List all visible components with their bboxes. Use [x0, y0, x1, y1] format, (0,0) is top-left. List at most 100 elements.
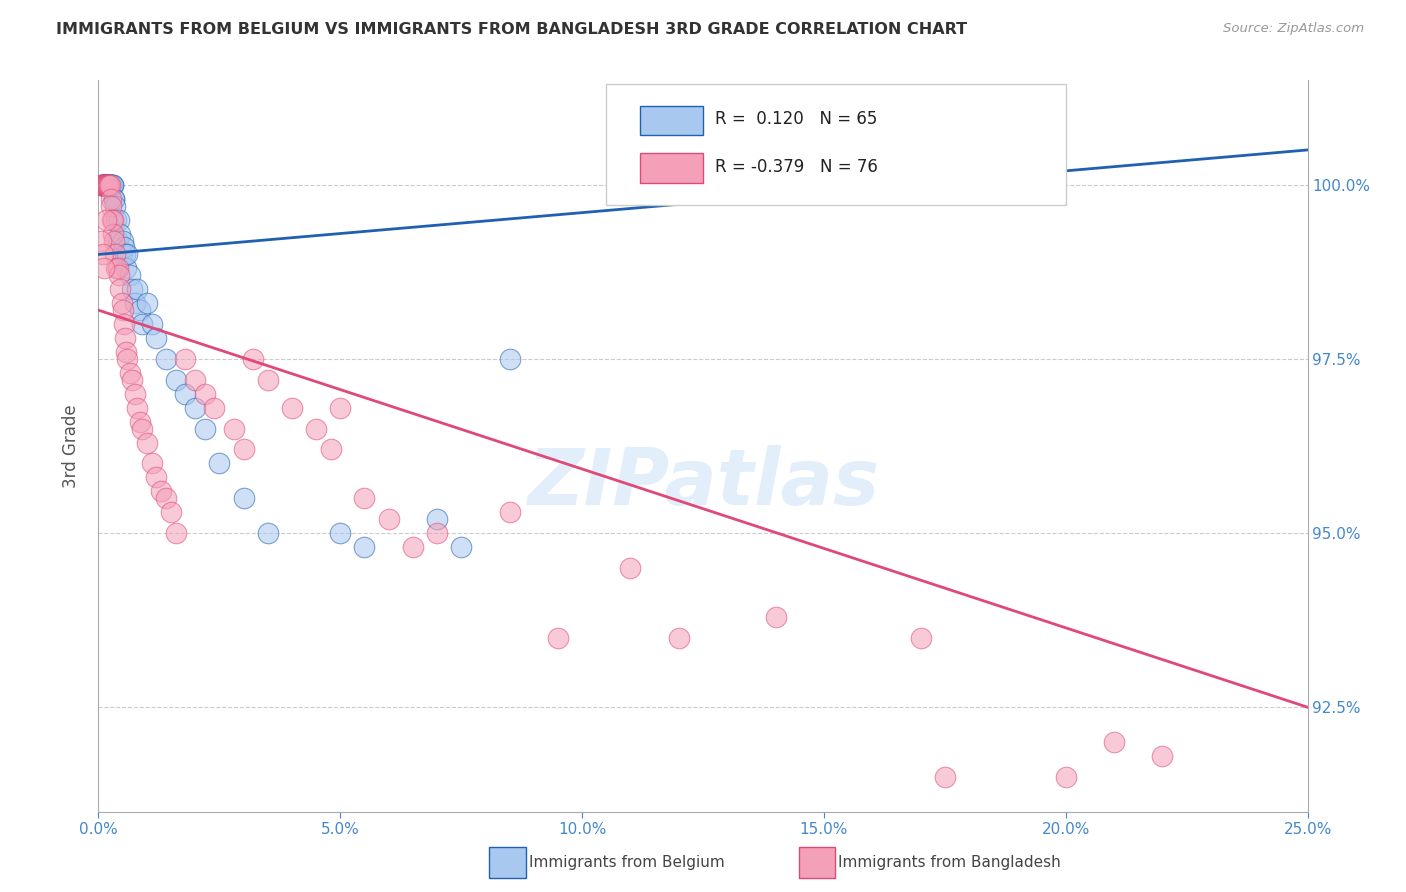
Point: [112, 240, 135, 254]
Point: [90, 178, 112, 192]
Point: [910, 631, 932, 645]
Point: [91, 178, 114, 192]
Point: [97, 178, 120, 192]
Point: [93, 178, 115, 192]
Point: [127, 282, 149, 296]
Point: [101, 212, 124, 227]
Point: [329, 526, 352, 541]
Point: [90, 234, 112, 248]
Point: [121, 282, 143, 296]
Point: [155, 351, 177, 366]
FancyBboxPatch shape: [640, 106, 703, 136]
Point: [96, 178, 118, 192]
Point: [319, 442, 342, 457]
Point: [101, 212, 124, 227]
Point: [104, 247, 127, 261]
Point: [98, 178, 121, 192]
Point: [141, 317, 163, 331]
Point: [111, 247, 134, 261]
Point: [103, 234, 125, 248]
Point: [353, 491, 375, 506]
Point: [498, 351, 520, 366]
Point: [93, 178, 115, 192]
Point: [90, 178, 112, 192]
Point: [93, 178, 115, 192]
Point: [101, 178, 124, 192]
Point: [131, 317, 153, 331]
Point: [118, 366, 141, 380]
Point: [111, 296, 134, 310]
Point: [96, 178, 118, 192]
Point: [100, 178, 122, 192]
Point: [124, 386, 146, 401]
Point: [97, 178, 120, 192]
Point: [128, 303, 150, 318]
Text: ZIPatlas: ZIPatlas: [527, 444, 879, 521]
Text: Immigrants from Belgium: Immigrants from Belgium: [529, 855, 724, 870]
Point: [127, 401, 149, 415]
Point: [108, 282, 131, 296]
Point: [141, 457, 163, 471]
Point: [103, 192, 125, 206]
Point: [117, 247, 139, 261]
Text: Source: ZipAtlas.com: Source: ZipAtlas.com: [1223, 22, 1364, 36]
Point: [377, 512, 399, 526]
Point: [93, 178, 115, 192]
Point: [934, 770, 956, 784]
Point: [90, 178, 112, 192]
Point: [111, 234, 134, 248]
Point: [135, 296, 157, 310]
Point: [128, 415, 150, 429]
Point: [426, 512, 449, 526]
Text: IMMIGRANTS FROM BELGIUM VS IMMIGRANTS FROM BANGLADESH 3RD GRADE CORRELATION CHAR: IMMIGRANTS FROM BELGIUM VS IMMIGRANTS FR…: [56, 22, 967, 37]
Point: [450, 540, 472, 554]
Point: [121, 373, 143, 387]
Point: [97, 178, 120, 192]
Point: [184, 373, 207, 387]
Point: [668, 631, 690, 645]
Point: [91, 178, 114, 192]
Point: [256, 526, 278, 541]
Point: [114, 247, 136, 261]
Point: [93, 178, 115, 192]
Point: [96, 178, 118, 192]
Point: [281, 401, 304, 415]
Text: Immigrants from Bangladesh: Immigrants from Bangladesh: [838, 855, 1060, 870]
Point: [97, 178, 120, 192]
Point: [91, 178, 114, 192]
Point: [93, 178, 115, 192]
Point: [93, 261, 115, 276]
Point: [145, 331, 167, 345]
Point: [101, 227, 124, 241]
Point: [111, 303, 134, 318]
Point: [91, 178, 114, 192]
Point: [103, 192, 125, 206]
Point: [98, 178, 121, 192]
Point: [107, 234, 129, 248]
Point: [204, 401, 226, 415]
Point: [94, 178, 117, 192]
Point: [155, 491, 177, 506]
FancyBboxPatch shape: [606, 84, 1066, 204]
Point: [96, 178, 118, 192]
Point: [402, 540, 425, 554]
Point: [256, 373, 278, 387]
Point: [91, 247, 114, 261]
Point: [765, 609, 787, 624]
Point: [96, 178, 118, 192]
Point: [1152, 749, 1174, 764]
Point: [104, 199, 127, 213]
Point: [97, 178, 120, 192]
Point: [305, 421, 328, 435]
Point: [108, 227, 131, 241]
Text: R = -0.379   N = 76: R = -0.379 N = 76: [716, 158, 877, 176]
Point: [91, 178, 114, 192]
Y-axis label: 3rd Grade: 3rd Grade: [62, 404, 80, 488]
Point: [96, 178, 118, 192]
Point: [145, 470, 167, 484]
Point: [96, 212, 118, 227]
Point: [150, 484, 173, 499]
Point: [232, 442, 254, 457]
Point: [329, 401, 352, 415]
Point: [107, 261, 129, 276]
